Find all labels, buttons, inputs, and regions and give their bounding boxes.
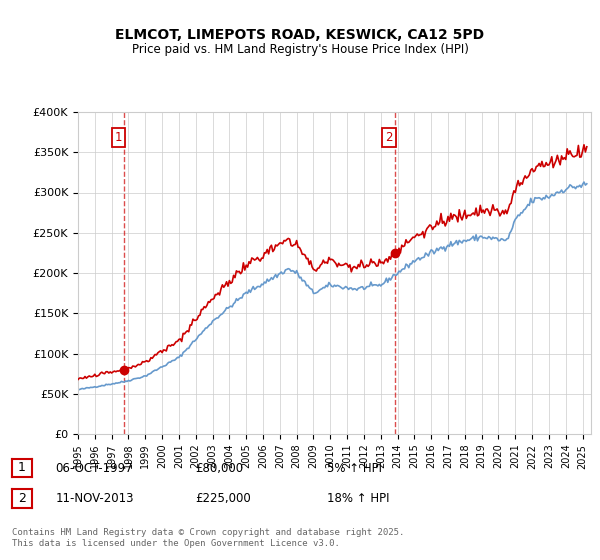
Text: Price paid vs. HM Land Registry's House Price Index (HPI): Price paid vs. HM Land Registry's House … — [131, 43, 469, 56]
Text: 1: 1 — [115, 131, 122, 144]
Text: £80,000: £80,000 — [195, 461, 243, 475]
Text: 5% ↑ HPI: 5% ↑ HPI — [327, 461, 382, 475]
Text: 2: 2 — [18, 492, 26, 505]
Text: 06-OCT-1997: 06-OCT-1997 — [55, 461, 133, 475]
Text: 11-NOV-2013: 11-NOV-2013 — [55, 492, 134, 506]
Text: ELMCOT, LIMEPOTS ROAD, KESWICK, CA12 5PD: ELMCOT, LIMEPOTS ROAD, KESWICK, CA12 5PD — [115, 28, 485, 42]
Text: £225,000: £225,000 — [195, 492, 251, 506]
Text: 1: 1 — [18, 461, 26, 474]
Text: 2: 2 — [385, 131, 392, 144]
Text: 18% ↑ HPI: 18% ↑ HPI — [327, 492, 389, 506]
Text: Contains HM Land Registry data © Crown copyright and database right 2025.
This d: Contains HM Land Registry data © Crown c… — [12, 528, 404, 548]
